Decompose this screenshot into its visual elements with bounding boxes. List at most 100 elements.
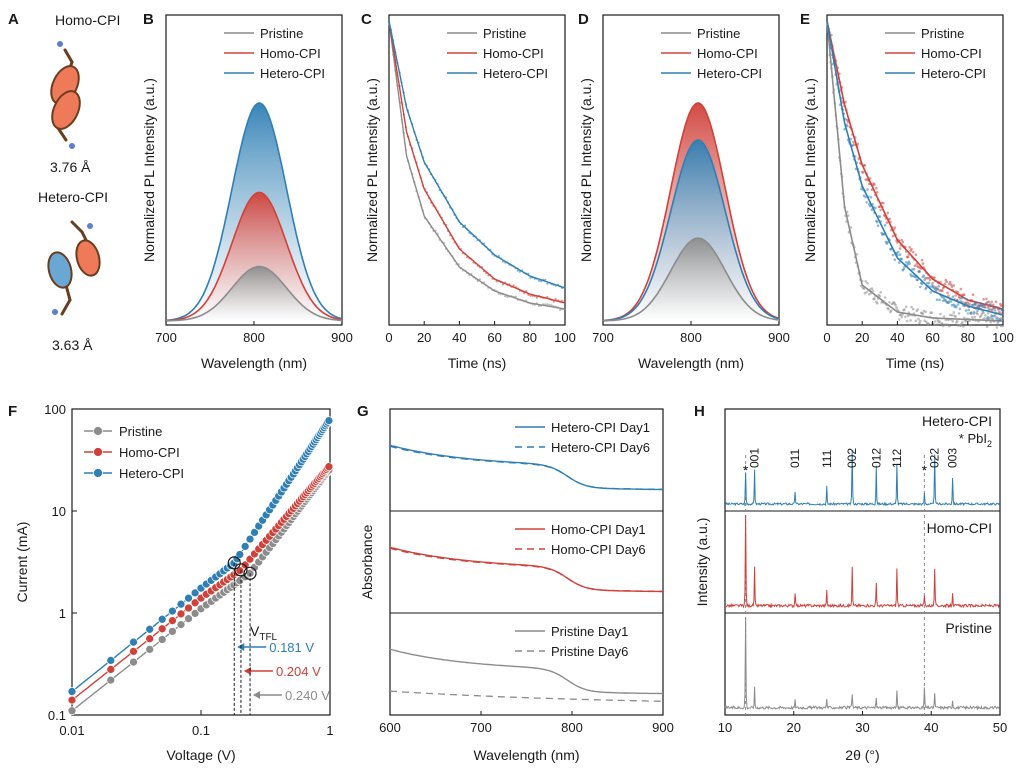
data-point: [866, 282, 869, 285]
data-point: [903, 308, 906, 311]
data-point: [987, 300, 991, 304]
data-point: [921, 262, 925, 265]
data-point: [970, 316, 974, 319]
data-point: [862, 287, 866, 290]
data-point: [905, 319, 909, 323]
data-point: [918, 270, 921, 274]
data-point: [535, 296, 538, 299]
data-point: [546, 295, 549, 299]
data-point: [245, 534, 255, 544]
data-point: [994, 300, 998, 304]
data-point: [974, 303, 977, 307]
data-point: [894, 303, 897, 307]
data-point: [942, 296, 946, 300]
data-point: [958, 307, 962, 311]
data-point: [871, 289, 875, 293]
data-point: [561, 299, 564, 302]
data-point: [980, 305, 984, 308]
x-tick-label: 1: [326, 723, 333, 738]
panel-c-legend-label: Hetero-CPI: [483, 66, 548, 81]
data-point: [504, 295, 507, 298]
data-point: [184, 593, 193, 603]
panel-c-xtick-label: 100: [554, 330, 576, 345]
data-point: [999, 318, 1002, 322]
data-point: [969, 324, 972, 327]
panel-c-xtick-label: 40: [452, 330, 466, 345]
data-point: [937, 285, 941, 288]
data-point: [891, 234, 895, 238]
data-point: [864, 195, 867, 199]
panel-c-frame: [388, 14, 566, 326]
data-point: [962, 325, 965, 328]
data-point: [514, 295, 517, 298]
data-point: [963, 301, 967, 305]
panel-e-xtick-label: 20: [855, 330, 869, 345]
panel-a-label: A: [8, 11, 19, 28]
homo-distance: 3.76 Å: [50, 159, 91, 175]
data-point: [875, 220, 879, 224]
data-point: [879, 208, 882, 212]
data-point: [914, 319, 918, 323]
xrd-pattern-hetero-cpi: [724, 449, 1000, 507]
data-point: [975, 301, 978, 305]
data-point: [990, 314, 993, 317]
data-point: [176, 609, 186, 619]
panel-d-xtick-label: 700: [592, 330, 614, 345]
panel-g-sub1-legend-label: Homo-CPI Day1: [551, 522, 646, 537]
data-point: [883, 224, 887, 227]
miller-index-label: 003: [946, 448, 960, 468]
panel-b-legend-label: Homo-CPI: [260, 46, 321, 61]
data-point: [912, 267, 916, 271]
series-line-day6: [389, 690, 664, 702]
panel-b-xtick-label: 800: [243, 330, 265, 345]
data-point: [965, 298, 969, 301]
miller-index-label: 012: [869, 448, 883, 468]
panel-b-legend-label: Hetero-CPI: [260, 66, 325, 81]
data-point: [997, 308, 1000, 311]
data-point: [951, 295, 955, 299]
panel-c-legend-label: Pristine: [483, 26, 526, 41]
data-point: [168, 627, 177, 636]
x-tick-label: 0.1: [192, 723, 210, 738]
panel-e-legend-label: Hetero-CPI: [921, 66, 986, 81]
data-point: [987, 308, 991, 311]
fit-line-pristine: [826, 20, 1004, 322]
data-point: [910, 305, 913, 309]
panel-h-xtick-label: 20: [787, 720, 801, 735]
data-point: [875, 187, 878, 190]
panel-g-xtick-label: 900: [652, 720, 674, 735]
pbi2-marker: *: [922, 462, 928, 478]
data-point: [861, 171, 865, 174]
x-axis-label: Time (ns): [448, 355, 507, 371]
data-point: [964, 320, 968, 323]
data-point: [889, 309, 893, 313]
data-point: [891, 253, 895, 257]
data-point: [516, 269, 519, 272]
data-point: [938, 320, 941, 323]
data-point: [906, 255, 910, 259]
data-point: [548, 303, 551, 306]
data-point: [992, 314, 996, 318]
data-point: [324, 416, 334, 425]
panel-b-xtick-label: 700: [155, 330, 177, 345]
data-point: [989, 303, 992, 306]
panel-e-xtick-label: 0: [823, 330, 830, 345]
data-point: [985, 302, 988, 305]
data-point: [991, 317, 994, 321]
panel-d-legend-label: Pristine: [697, 26, 740, 41]
data-point: [909, 319, 912, 322]
data-point: [967, 308, 970, 312]
panel-g-xtick-label: 800: [561, 720, 583, 735]
data-point: [971, 293, 975, 297]
series-line-day6: [389, 445, 663, 490]
data-point: [843, 127, 846, 131]
data-point: [852, 140, 855, 144]
x-tick-label: 0.01: [59, 723, 84, 738]
data-point: [176, 599, 186, 609]
data-point: [908, 262, 911, 265]
data-point: [945, 280, 948, 284]
data-point: [878, 295, 882, 298]
data-point: [957, 312, 961, 315]
data-point: [893, 258, 897, 262]
